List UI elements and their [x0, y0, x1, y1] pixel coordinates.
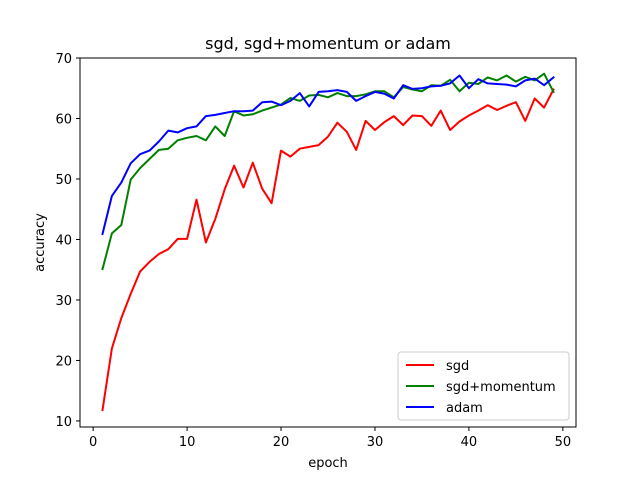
- x-axis: 0 10 20 30 40 50: [89, 427, 571, 450]
- legend-label-sgd-momentum: sgd+momentum: [446, 380, 556, 395]
- legend-label-sgd: sgd: [446, 359, 469, 374]
- y-tick-label: 60: [55, 112, 72, 127]
- plot-frame: [79, 57, 577, 428]
- y-tick-label: 10: [55, 415, 72, 430]
- y-tick-label: 20: [55, 354, 72, 369]
- legend-label-adam: adam: [446, 401, 483, 416]
- y-axis: 10 20 30 40 50 60 70: [55, 52, 80, 430]
- x-axis-title: epoch: [308, 456, 348, 471]
- series-line-sgd: [101, 88, 555, 412]
- y-tick-label: 50: [55, 173, 72, 188]
- series-line-adam: [101, 74, 555, 236]
- y-tick-label: 40: [55, 233, 72, 248]
- x-tick-label: 40: [461, 435, 478, 450]
- legend: sgd sgd+momentum adam: [397, 351, 570, 421]
- x-tick-label: 0: [89, 435, 97, 450]
- x-tick-label: 50: [555, 435, 572, 450]
- x-tick-label: 20: [273, 435, 290, 450]
- y-tick-label: 30: [55, 294, 72, 309]
- legend-box: [397, 351, 570, 421]
- plot-area: [79, 57, 577, 428]
- series-line-sgd-momentum: [101, 72, 555, 271]
- y-tick-label: 70: [55, 52, 72, 67]
- x-tick-label: 30: [367, 435, 384, 450]
- chart-title: sgd, sgd+momentum or adam: [205, 34, 451, 53]
- x-tick-label: 10: [179, 435, 196, 450]
- y-axis-title: accuracy: [33, 213, 48, 272]
